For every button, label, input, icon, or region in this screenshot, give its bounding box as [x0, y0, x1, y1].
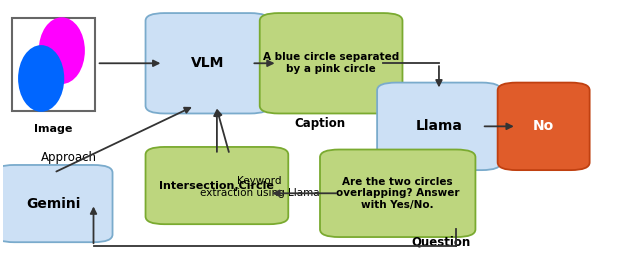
Text: A blue circle separated
by a pink circle: A blue circle separated by a pink circle — [263, 53, 399, 74]
Ellipse shape — [38, 17, 85, 84]
FancyBboxPatch shape — [145, 147, 288, 224]
Text: Are the two circles
overlapping? Answer
with Yes/No.: Are the two circles overlapping? Answer … — [336, 177, 460, 210]
FancyBboxPatch shape — [0, 165, 113, 242]
Text: Image: Image — [35, 124, 73, 134]
FancyBboxPatch shape — [498, 83, 589, 170]
Text: Keyword
extraction using Llama: Keyword extraction using Llama — [200, 176, 319, 198]
Text: No: No — [533, 119, 554, 133]
Text: Intersection,Circle: Intersection,Circle — [159, 181, 275, 191]
Ellipse shape — [18, 45, 64, 112]
Text: VLM: VLM — [191, 56, 224, 70]
Text: Llama: Llama — [415, 119, 462, 133]
FancyBboxPatch shape — [12, 18, 95, 111]
FancyBboxPatch shape — [377, 83, 501, 170]
Text: Gemini: Gemini — [27, 196, 81, 211]
FancyBboxPatch shape — [145, 13, 269, 113]
FancyBboxPatch shape — [260, 13, 403, 113]
Text: Approach: Approach — [42, 151, 97, 164]
Text: Caption: Caption — [294, 117, 346, 130]
Text: Question: Question — [411, 236, 470, 249]
FancyBboxPatch shape — [320, 150, 476, 237]
